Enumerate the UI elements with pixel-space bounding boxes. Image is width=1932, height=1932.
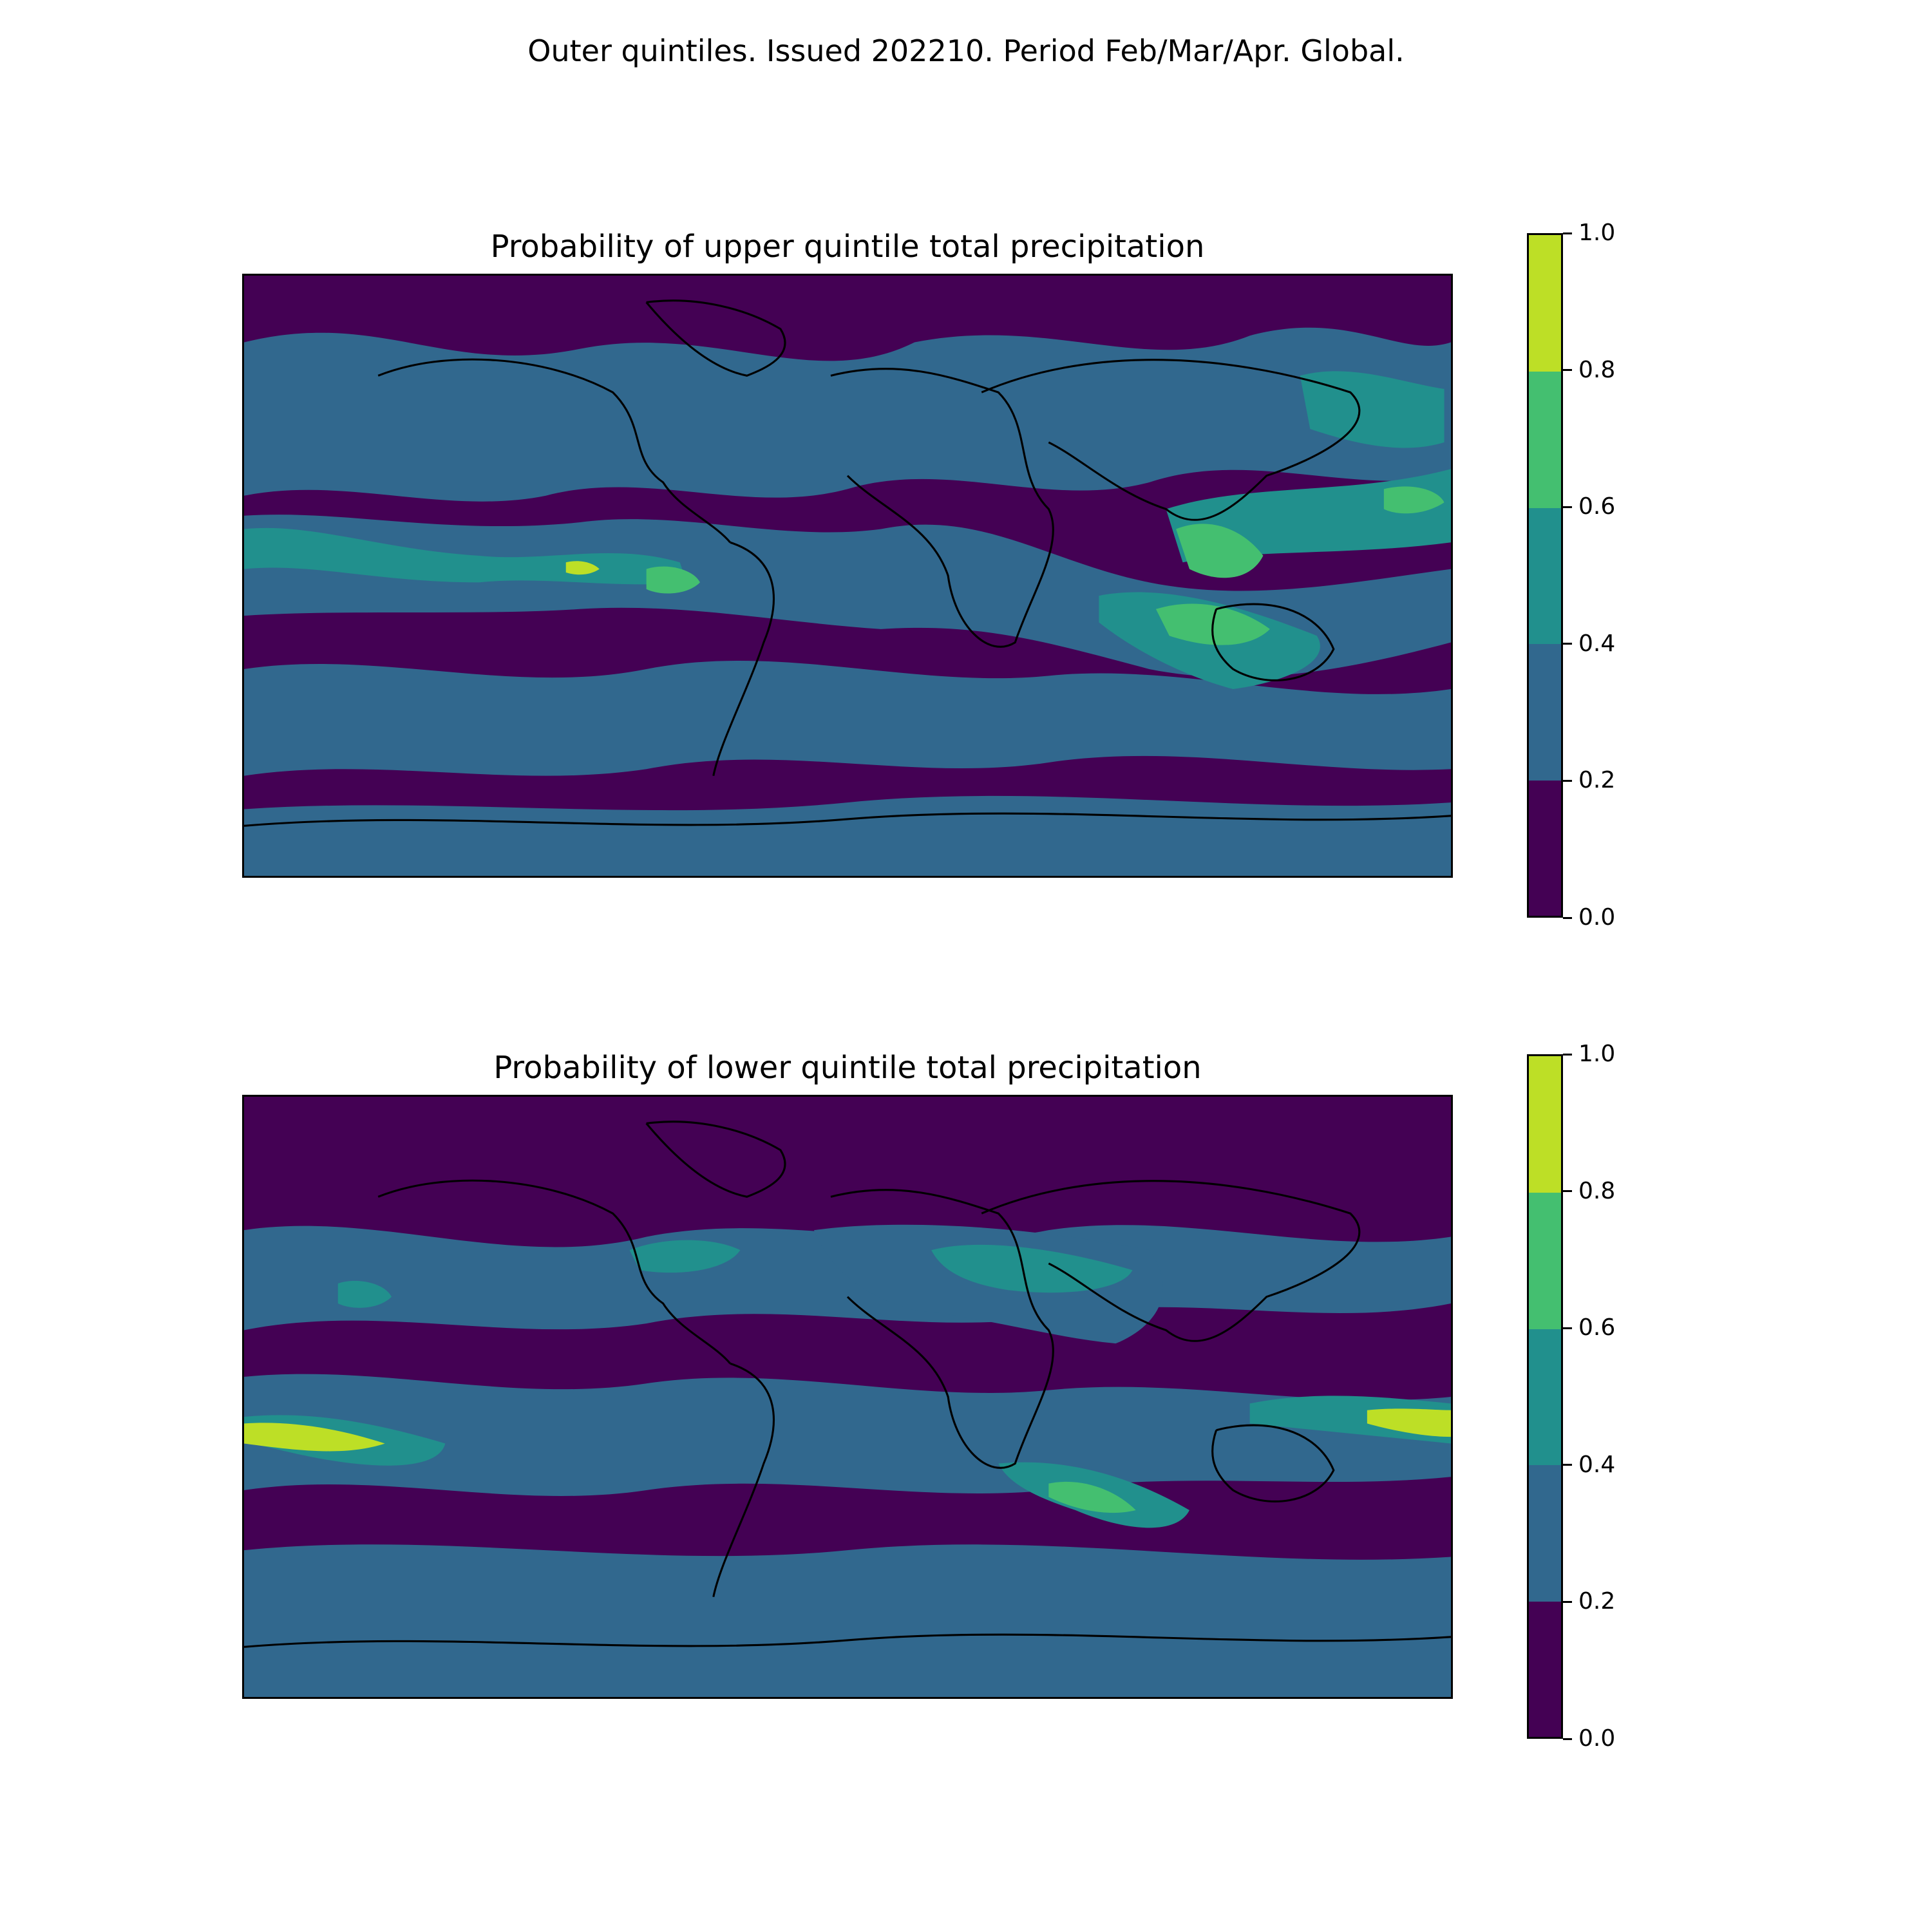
- patch-upper-colombia: [565, 561, 600, 575]
- patch-lower-wpac: [1249, 1396, 1451, 1444]
- band-upper-nh: [244, 327, 1451, 502]
- patch-upper-eastpac: [1383, 486, 1444, 514]
- colorbar-tick-label: 0.8: [1578, 1177, 1616, 1204]
- colorbar-segment: [1529, 507, 1561, 645]
- colorbar-tick-label: 0.0: [1578, 904, 1616, 931]
- colorbar-tick-mark: [1563, 1600, 1572, 1603]
- band-lower-sh: [244, 1544, 1451, 1697]
- coastlines-lower: [244, 1121, 1451, 1648]
- map-upper: [242, 274, 1453, 878]
- colorbar-tick-label: 1.0: [1578, 1041, 1616, 1067]
- colorbar-tick-label: 0.2: [1578, 1588, 1616, 1615]
- colorbar-segment: [1529, 1192, 1561, 1329]
- colorbar-tick-mark: [1563, 1464, 1572, 1466]
- colorbar-tick-label: 0.4: [1578, 630, 1616, 657]
- colorbar-tick-label: 0.4: [1578, 1451, 1616, 1478]
- map-lower: [242, 1095, 1453, 1699]
- colorbar-segment: [1529, 1056, 1561, 1193]
- colorbar-segment: [1529, 1600, 1561, 1737]
- colorbar-segment: [1529, 779, 1561, 916]
- map-upper-svg: [244, 299, 1451, 876]
- colorbar-lower: [1527, 1054, 1563, 1739]
- colorbar-tick-mark: [1563, 1190, 1572, 1193]
- colorbar-tick-mark: [1563, 506, 1572, 508]
- field-lower: [244, 1224, 1451, 1697]
- colorbar-segment: [1529, 1328, 1561, 1466]
- colorbar-tick-label: 1.0: [1578, 220, 1616, 246]
- colorbar-tick-mark: [1563, 232, 1572, 234]
- patch-upper-brazil: [646, 566, 700, 594]
- colorbar-segment: [1529, 235, 1561, 372]
- colorbar-tick-mark: [1563, 916, 1572, 919]
- band-lower-trop: [244, 1374, 1451, 1496]
- colorbar-tick-mark: [1563, 1327, 1572, 1329]
- coastlines-upper: [244, 299, 1451, 827]
- figure-suptitle: Outer quintiles. Issued 202210. Period F…: [527, 33, 1405, 68]
- patch-lower-cpac-core: [244, 1423, 385, 1452]
- colorbar-tick-label: 0.6: [1578, 493, 1616, 520]
- band-upper-ant: [244, 795, 1451, 876]
- patch-lower-wpac-core: [1367, 1408, 1451, 1437]
- panel-title-upper: Probability of upper quintile total prec…: [490, 229, 1205, 265]
- field-upper: [244, 327, 1451, 876]
- colorbar-tick-mark: [1563, 1738, 1572, 1740]
- colorbar-tick-label: 0.8: [1578, 356, 1616, 383]
- colorbar-tick-label: 0.0: [1578, 1725, 1616, 1752]
- colorbar-segment: [1529, 1464, 1561, 1602]
- colorbar-upper: [1527, 233, 1563, 918]
- patch-lower-sio-core: [1048, 1481, 1136, 1513]
- patch-upper-npac: [1300, 371, 1444, 448]
- colorbar-tick-label: 0.2: [1578, 767, 1616, 794]
- patch-lower-mideast: [931, 1244, 1133, 1293]
- patch-lower-natl: [629, 1240, 741, 1273]
- colorbar-tick-mark: [1563, 1053, 1572, 1056]
- band-upper-sh: [244, 660, 1451, 776]
- patch-upper-phil: [1176, 524, 1264, 578]
- colorbar-tick-mark: [1563, 369, 1572, 372]
- colorbar-tick-mark: [1563, 643, 1572, 645]
- panel-title-lower: Probability of lower quintile total prec…: [493, 1050, 1202, 1086]
- colorbar-tick-label: 0.6: [1578, 1314, 1616, 1341]
- patch-lower-epac: [337, 1280, 392, 1308]
- colorbar-tick-mark: [1563, 779, 1572, 782]
- colorbar-segment: [1529, 371, 1561, 508]
- colorbar-segment: [1529, 643, 1561, 781]
- map-lower-svg: [244, 1121, 1451, 1697]
